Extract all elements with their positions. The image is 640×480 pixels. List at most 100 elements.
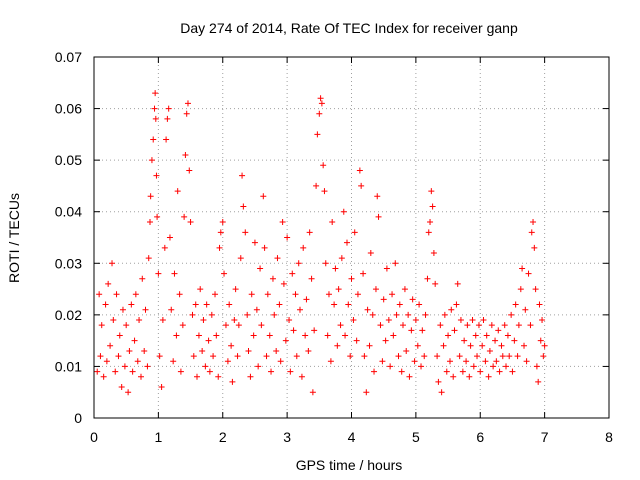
data-point bbox=[425, 229, 432, 236]
data-point bbox=[234, 353, 241, 360]
data-point bbox=[453, 301, 460, 308]
data-point bbox=[396, 301, 403, 308]
data-point bbox=[123, 322, 130, 329]
data-point bbox=[486, 347, 493, 354]
data-point bbox=[125, 389, 132, 396]
data-point bbox=[403, 347, 410, 354]
data-point bbox=[472, 332, 479, 339]
data-point bbox=[152, 115, 159, 122]
data-point bbox=[375, 213, 382, 220]
x-tick-label: 4 bbox=[348, 429, 356, 445]
data-point bbox=[514, 353, 521, 360]
data-point bbox=[363, 389, 370, 396]
data-point bbox=[154, 213, 161, 220]
data-point bbox=[430, 249, 437, 256]
data-point bbox=[292, 291, 299, 298]
data-point bbox=[334, 342, 341, 349]
data-point bbox=[206, 368, 213, 375]
data-point bbox=[161, 244, 168, 251]
data-point bbox=[290, 327, 297, 334]
data-point bbox=[395, 353, 402, 360]
data-point bbox=[286, 317, 293, 324]
data-point bbox=[325, 291, 332, 298]
data-point bbox=[194, 373, 200, 380]
data-point bbox=[264, 291, 271, 298]
data-point bbox=[150, 136, 157, 143]
data-point bbox=[231, 317, 238, 324]
data-point bbox=[539, 317, 546, 324]
data-point bbox=[332, 265, 339, 272]
data-point bbox=[183, 110, 190, 117]
data-point bbox=[116, 332, 123, 339]
data-point bbox=[424, 275, 431, 282]
data-point bbox=[298, 373, 305, 380]
data-point bbox=[488, 322, 495, 329]
data-point bbox=[536, 301, 543, 308]
y-tick-label: 0.01 bbox=[55, 358, 82, 374]
data-point bbox=[414, 342, 421, 349]
data-point bbox=[528, 229, 535, 236]
data-point bbox=[523, 358, 530, 365]
data-point bbox=[437, 322, 444, 329]
data-point bbox=[454, 280, 461, 287]
data-point bbox=[367, 249, 374, 256]
data-point bbox=[239, 172, 246, 179]
data-point bbox=[277, 358, 284, 365]
data-point bbox=[244, 311, 251, 318]
data-point bbox=[372, 286, 379, 293]
data-point bbox=[105, 280, 112, 287]
data-point bbox=[202, 363, 209, 370]
data-point bbox=[224, 358, 231, 365]
data-point bbox=[100, 373, 107, 380]
data-point bbox=[356, 167, 363, 174]
data-point bbox=[387, 363, 394, 370]
data-point bbox=[282, 337, 289, 344]
data-point bbox=[222, 322, 229, 329]
data-point bbox=[216, 244, 223, 251]
chart-title: Day 274 of 2014, Rate Of TEC Index for r… bbox=[180, 20, 518, 36]
x-tick-label: 0 bbox=[90, 429, 98, 445]
data-point bbox=[197, 286, 204, 293]
data-point bbox=[409, 296, 416, 303]
data-point bbox=[152, 90, 159, 97]
data-point bbox=[318, 100, 325, 107]
data-point bbox=[498, 342, 505, 349]
data-point bbox=[464, 322, 471, 329]
data-point bbox=[251, 239, 258, 246]
data-point bbox=[533, 363, 540, 370]
data-point bbox=[331, 301, 338, 308]
data-point bbox=[461, 337, 468, 344]
data-point bbox=[102, 301, 109, 308]
data-point bbox=[457, 317, 464, 324]
data-point bbox=[322, 260, 329, 267]
data-point bbox=[445, 332, 452, 339]
data-point bbox=[427, 219, 434, 226]
data-point bbox=[212, 291, 219, 298]
data-point bbox=[295, 260, 302, 267]
data-point bbox=[361, 353, 368, 360]
data-point bbox=[190, 353, 197, 360]
data-point bbox=[509, 368, 516, 375]
data-point bbox=[459, 368, 466, 375]
y-tick-label: 0.05 bbox=[55, 152, 82, 168]
data-point bbox=[479, 342, 486, 349]
data-point bbox=[109, 260, 116, 267]
data-point bbox=[306, 229, 313, 236]
data-point bbox=[338, 255, 345, 262]
data-point bbox=[229, 378, 236, 385]
data-point bbox=[360, 270, 367, 277]
data-point bbox=[170, 358, 177, 365]
data-point bbox=[208, 311, 215, 318]
data-point bbox=[205, 337, 212, 344]
data-point bbox=[440, 342, 447, 349]
data-point bbox=[187, 219, 194, 226]
data-point bbox=[308, 275, 315, 282]
data-point bbox=[446, 358, 453, 365]
y-tick-label: 0.06 bbox=[55, 101, 82, 117]
data-point bbox=[450, 373, 457, 380]
data-point bbox=[521, 342, 528, 349]
data-point bbox=[98, 322, 105, 329]
data-point bbox=[159, 317, 166, 324]
data-point bbox=[320, 162, 327, 169]
